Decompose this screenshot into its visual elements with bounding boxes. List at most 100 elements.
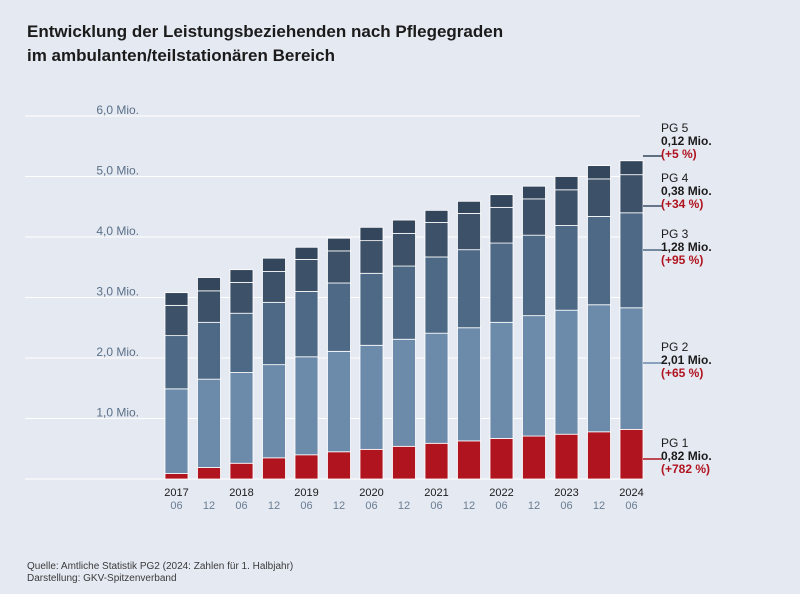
legend-pg5: PG 50,12 Mio.(+5 %) <box>643 121 712 161</box>
legend-value-pg2: 2,01 Mio. <box>661 353 712 367</box>
bar-segment-pg1 <box>262 457 286 480</box>
bar-segment-pg3 <box>587 216 611 306</box>
bar-segment-pg5 <box>359 226 384 242</box>
bar-segment-pg2 <box>424 332 449 444</box>
y-tick-label: 6,0 Mio. <box>96 103 139 117</box>
legend-change-pg1: (+782 %) <box>661 462 710 476</box>
bar-segment-pg4 <box>294 258 319 292</box>
x-year-label: 2018 <box>229 487 253 499</box>
bar-segment-pg2 <box>554 309 579 435</box>
x-month-label: 12 <box>268 500 280 512</box>
bar-segment-pg3 <box>359 272 384 346</box>
bar-segment-pg3 <box>164 335 189 390</box>
x-year-label: 2023 <box>554 487 578 499</box>
chart-title-line-2: im ambulanten/teilstationären Bereich <box>27 46 335 65</box>
bar-segment-pg5 <box>197 277 221 292</box>
bar-segment-pg1 <box>522 435 546 480</box>
legend-name-pg1: PG 1 <box>661 436 689 450</box>
bar-segment-pg4 <box>587 178 611 217</box>
x-month-label: 12 <box>463 500 475 512</box>
chart-title-line-1: Entwicklung der Leistungsbeziehenden nac… <box>27 22 504 41</box>
bar-segment-pg3 <box>392 265 416 340</box>
legend-change-pg5: (+5 %) <box>661 147 697 161</box>
bar-segment-pg2 <box>294 356 319 456</box>
legend-change-pg3: (+95 %) <box>661 253 703 267</box>
bar-segment-pg3 <box>457 249 481 329</box>
bar-segment-pg2 <box>327 350 351 453</box>
bar-segment-pg1 <box>457 440 481 480</box>
bar-segment-pg4 <box>522 198 546 236</box>
bar-segment-pg4 <box>619 174 644 214</box>
bar-segment-pg3 <box>229 312 254 373</box>
legend-value-pg1: 0,82 Mio. <box>661 449 712 463</box>
bar-segment-pg2 <box>522 315 546 437</box>
y-tick-label: 5,0 Mio. <box>96 164 139 178</box>
bar-segment-pg1 <box>424 442 449 480</box>
y-tick-label: 1,0 Mio. <box>96 406 139 420</box>
legend-name-pg2: PG 2 <box>661 340 689 354</box>
bar-segment-pg1 <box>327 451 351 480</box>
chart-title: Entwicklung der Leistungsbeziehenden nac… <box>27 20 503 68</box>
legend-change-pg4: (+34 %) <box>661 197 703 211</box>
x-month-label: 12 <box>203 500 215 512</box>
bar-segment-pg5 <box>587 165 611 180</box>
axis-layer: 1,0 Mio. 2,0 Mio. 3,0 Mio. 4,0 Mio. 5,0 Mio.… <box>96 103 643 512</box>
x-month-label: 06 <box>625 500 637 512</box>
x-month-label: 06 <box>365 500 377 512</box>
bar-segment-pg3 <box>262 301 286 366</box>
x-month-label: 12 <box>593 500 605 512</box>
legend-value-pg4: 0,38 Mio. <box>661 184 712 198</box>
bar-segment-pg4 <box>489 206 514 244</box>
bar-segment-pg3 <box>424 256 449 334</box>
legend-name-pg4: PG 4 <box>661 171 689 185</box>
source-note: Quelle: Amtliche Statistik PG2 (2024: Za… <box>27 561 294 572</box>
legend-pg4: PG 40,38 Mio.(+34 %) <box>643 171 712 211</box>
bar-segment-pg5 <box>164 292 189 306</box>
bar-segment-pg4 <box>197 290 221 323</box>
bar-segment-pg3 <box>554 225 579 311</box>
legend-pg2: PG 22,01 Mio.(+65 %) <box>643 340 712 380</box>
bar-segment-pg5 <box>489 194 514 208</box>
bar-segment-pg3 <box>327 282 351 352</box>
legend-name-pg3: PG 3 <box>661 227 689 241</box>
bar-segment-pg2 <box>489 321 514 439</box>
legend-value-pg3: 1,28 Mio. <box>661 240 712 254</box>
bar-segment-pg1 <box>554 433 579 480</box>
bar-layer <box>164 160 644 480</box>
bar-segment-pg5 <box>294 246 319 260</box>
bar-segment-pg2 <box>262 364 286 459</box>
legend-name-pg5: PG 5 <box>661 121 689 135</box>
bar-segment-pg4 <box>262 271 286 303</box>
bar-segment-pg3 <box>197 321 221 380</box>
x-month-label: 06 <box>560 500 572 512</box>
bar-segment-pg5 <box>229 269 254 283</box>
x-month-label: 12 <box>398 500 410 512</box>
bar-segment-pg4 <box>359 240 384 274</box>
bar-segment-pg2 <box>457 327 481 442</box>
x-year-label: 2017 <box>164 487 188 499</box>
bar-segment-pg4 <box>327 250 351 284</box>
bar-segment-pg1 <box>197 467 221 480</box>
bar-segment-pg2 <box>164 388 189 474</box>
bar-segment-pg4 <box>424 222 449 258</box>
bar-segment-pg1 <box>619 428 644 480</box>
bar-segment-pg3 <box>489 242 514 323</box>
y-tick-label: 3,0 Mio. <box>96 285 139 299</box>
bar-segment-pg4 <box>164 304 189 337</box>
bar-segment-pg1 <box>392 445 416 480</box>
bar-segment-pg5 <box>327 237 351 252</box>
x-year-label: 2019 <box>294 487 318 499</box>
bar-segment-pg1 <box>164 473 189 480</box>
bar-segment-pg1 <box>587 431 611 480</box>
legend-value-pg5: 0,12 Mio. <box>661 134 712 148</box>
bar-segment-pg2 <box>392 338 416 447</box>
x-month-label: 06 <box>495 500 507 512</box>
bar-segment-pg1 <box>359 448 384 480</box>
bar-segment-pg2 <box>197 378 221 468</box>
x-year-label: 2024 <box>619 487 643 499</box>
bar-segment-pg5 <box>554 176 579 191</box>
legend-pg3: PG 31,28 Mio.(+95 %) <box>643 227 712 267</box>
x-month-label: 06 <box>235 500 247 512</box>
credit-note: Darstellung: GKV-Spitzenverband <box>27 573 177 584</box>
